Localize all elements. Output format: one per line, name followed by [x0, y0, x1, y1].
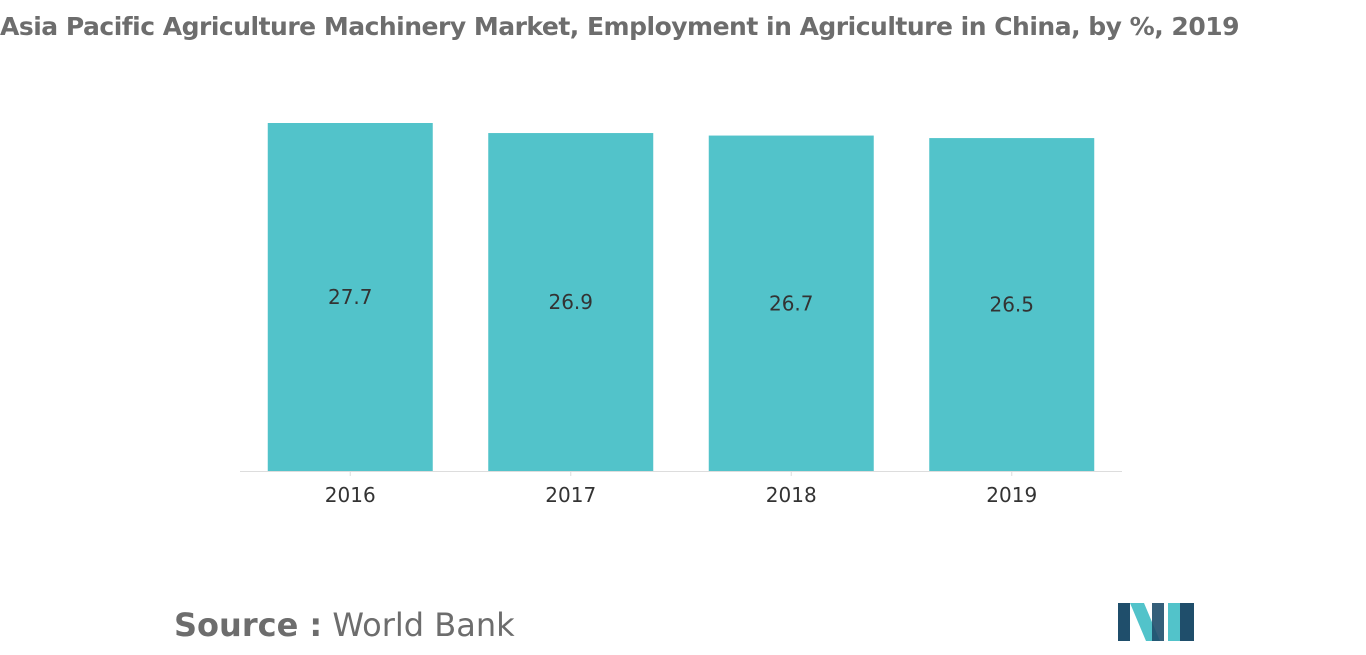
value-labels-layer: 27.7 26.9 26.7 26.5	[328, 285, 1034, 317]
value-label-2018: 26.7	[769, 291, 814, 315]
x-tick-label-2017: 2017	[545, 483, 596, 507]
bar-2016	[267, 123, 433, 471]
x-tick-labels-layer: 2016 2017 2018 2019	[325, 483, 1037, 507]
source-line: Source : World Bank	[174, 606, 515, 644]
value-label-2016: 27.7	[328, 285, 373, 309]
x-tick-label-2018: 2018	[766, 483, 817, 507]
bar-2019	[929, 138, 1095, 471]
mordor-intelligence-logo-icon	[1118, 603, 1194, 641]
bars-layer	[267, 123, 1095, 471]
bar-2018	[708, 135, 874, 471]
source-value: World Bank	[332, 606, 515, 644]
value-label-2019: 26.5	[989, 293, 1034, 317]
source-label: Source :	[174, 606, 323, 644]
x-tick-marks	[349, 471, 1013, 476]
chart-title: Asia Pacific Agriculture Machinery Marke…	[0, 12, 1240, 41]
x-tick-label-2016: 2016	[325, 483, 376, 507]
value-label-2017: 26.9	[548, 290, 593, 314]
bar-2017	[488, 133, 654, 471]
x-tick-label-2019: 2019	[986, 483, 1037, 507]
